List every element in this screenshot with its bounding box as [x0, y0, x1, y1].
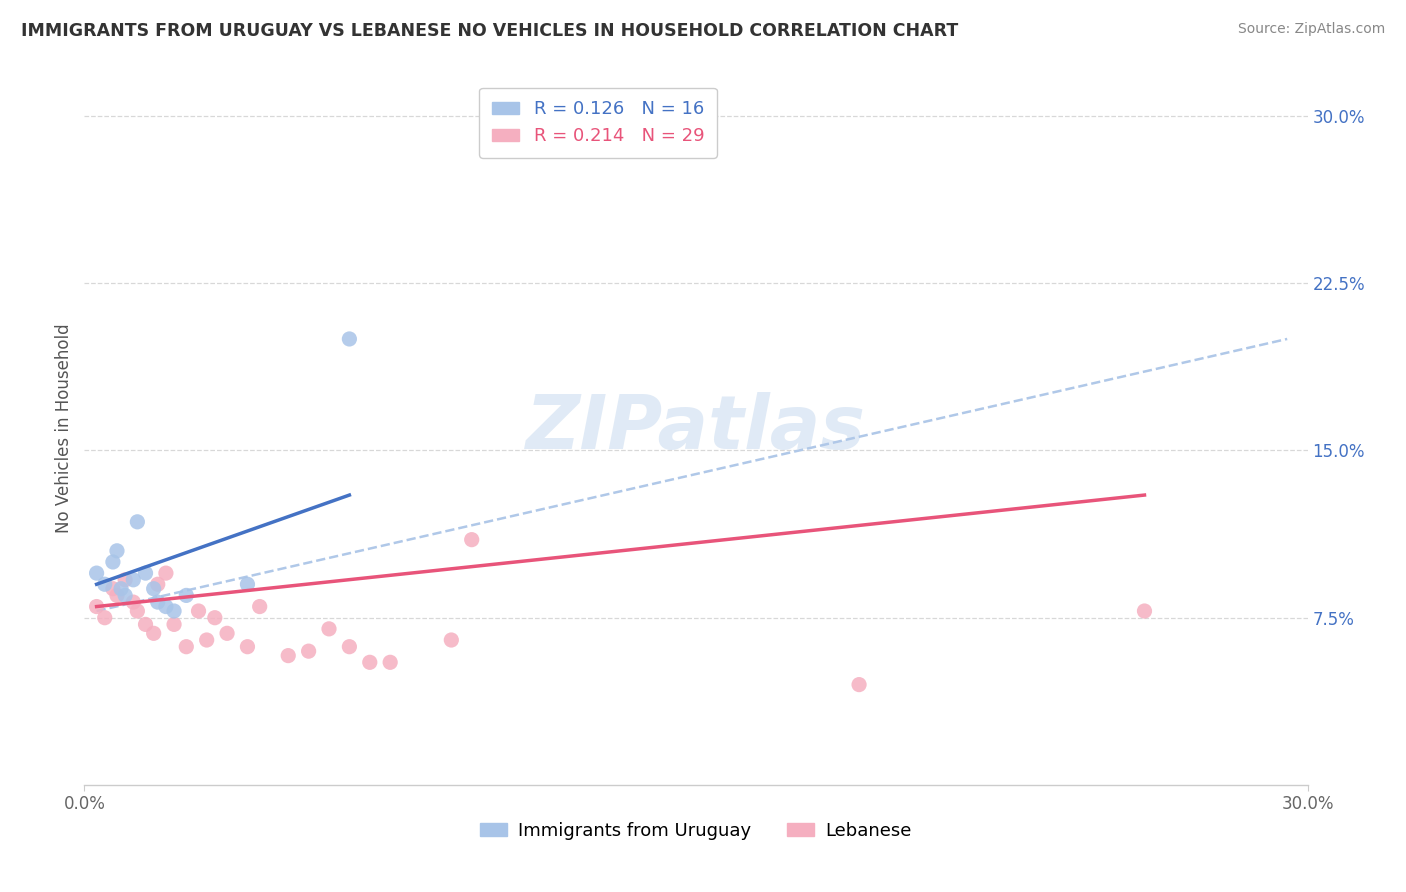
- Point: [204, 611, 226, 625]
- Point: [110, 582, 132, 596]
- Point: [155, 566, 177, 581]
- Point: [127, 604, 149, 618]
- Point: [86, 566, 108, 581]
- Point: [135, 617, 157, 632]
- Y-axis label: No Vehicles in Household: No Vehicles in Household: [55, 323, 73, 533]
- Point: [101, 582, 124, 596]
- Point: [1133, 604, 1156, 618]
- Point: [461, 533, 484, 547]
- Point: [380, 655, 402, 669]
- Point: [163, 617, 186, 632]
- Point: [339, 332, 361, 346]
- Point: [142, 582, 165, 596]
- Point: [298, 644, 321, 658]
- Point: [163, 604, 186, 618]
- Point: [114, 589, 136, 603]
- Point: [122, 595, 145, 609]
- Point: [146, 595, 169, 609]
- Point: [93, 577, 115, 591]
- Point: [114, 573, 136, 587]
- Point: [105, 589, 128, 603]
- Point: [105, 544, 128, 558]
- Point: [187, 604, 209, 618]
- Point: [359, 655, 381, 669]
- Point: [86, 599, 108, 614]
- Point: [174, 640, 197, 654]
- Point: [236, 640, 259, 654]
- Point: [339, 640, 361, 654]
- Point: [146, 577, 169, 591]
- Point: [135, 566, 157, 581]
- Point: [174, 589, 197, 603]
- Point: [155, 599, 177, 614]
- Text: IMMIGRANTS FROM URUGUAY VS LEBANESE NO VEHICLES IN HOUSEHOLD CORRELATION CHART: IMMIGRANTS FROM URUGUAY VS LEBANESE NO V…: [21, 22, 959, 40]
- Point: [249, 599, 271, 614]
- Point: [848, 678, 870, 692]
- Text: ZIPatlas: ZIPatlas: [526, 392, 866, 465]
- Point: [122, 573, 145, 587]
- Text: Source: ZipAtlas.com: Source: ZipAtlas.com: [1237, 22, 1385, 37]
- Point: [236, 577, 259, 591]
- Point: [195, 633, 218, 648]
- Point: [318, 622, 340, 636]
- Point: [127, 515, 149, 529]
- Point: [93, 611, 115, 625]
- Point: [142, 626, 165, 640]
- Point: [440, 633, 463, 648]
- Point: [217, 626, 239, 640]
- Point: [277, 648, 299, 663]
- Legend: Immigrants from Uruguay, Lebanese: Immigrants from Uruguay, Lebanese: [472, 815, 920, 847]
- Point: [101, 555, 124, 569]
